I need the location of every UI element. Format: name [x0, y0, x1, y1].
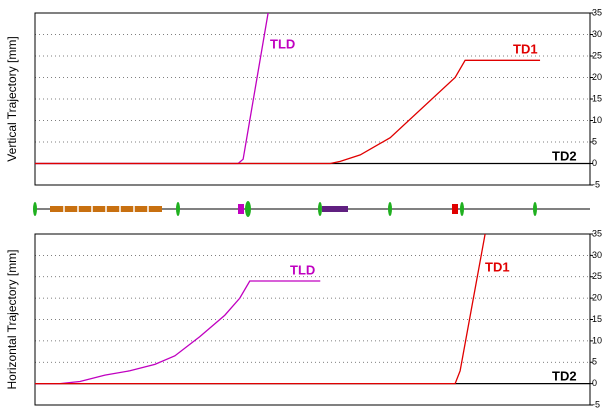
y-tick-label: 5: [592, 357, 597, 367]
series-line: [35, 233, 486, 385]
y-tick-label: 20: [592, 72, 602, 82]
y-tick-label: 30: [592, 29, 602, 39]
series-label: TD1: [513, 41, 538, 56]
timeline-marker: [452, 204, 458, 214]
series-label: TD1: [485, 259, 510, 274]
y-tick-label: 0: [592, 378, 597, 388]
y-tick-label: 15: [592, 93, 602, 103]
series-label: TLD: [270, 36, 295, 51]
plot-frame: [34, 12, 591, 186]
timeline-events: [33, 201, 537, 217]
y-tick-label: -5: [592, 179, 600, 189]
y-tick-label: 25: [592, 50, 602, 60]
y-tick-label: 35: [592, 7, 602, 17]
y-tick-label: 0: [592, 158, 597, 168]
timeline-segment: [322, 206, 348, 212]
y-tick-label: 10: [592, 115, 602, 125]
series-line: [35, 280, 321, 385]
y-tick-label: 35: [592, 228, 602, 238]
series-label: TLD: [290, 262, 315, 277]
series-line: [35, 59, 541, 165]
y-axis-label: Horizontal Trajectory [mm]: [5, 249, 19, 389]
series-line: [35, 12, 269, 165]
y-tick-label: 25: [592, 271, 602, 281]
y-tick-label: 10: [592, 335, 602, 345]
timeline-marker: [238, 204, 244, 214]
plot-frame: [34, 233, 591, 406]
y-tick-label: -5: [592, 399, 600, 409]
y-tick-label: 20: [592, 293, 602, 303]
y-tick-label: 5: [592, 136, 597, 146]
segment-dividers: [63, 206, 149, 212]
y-tick-label: 15: [592, 314, 602, 324]
series-label: TD2: [552, 148, 577, 163]
y-tick-label: 30: [592, 250, 602, 260]
series-label: TD2: [552, 368, 577, 383]
y-axis-label: Vertical Trajectory [mm]: [5, 36, 19, 161]
timeline: [33, 201, 590, 217]
